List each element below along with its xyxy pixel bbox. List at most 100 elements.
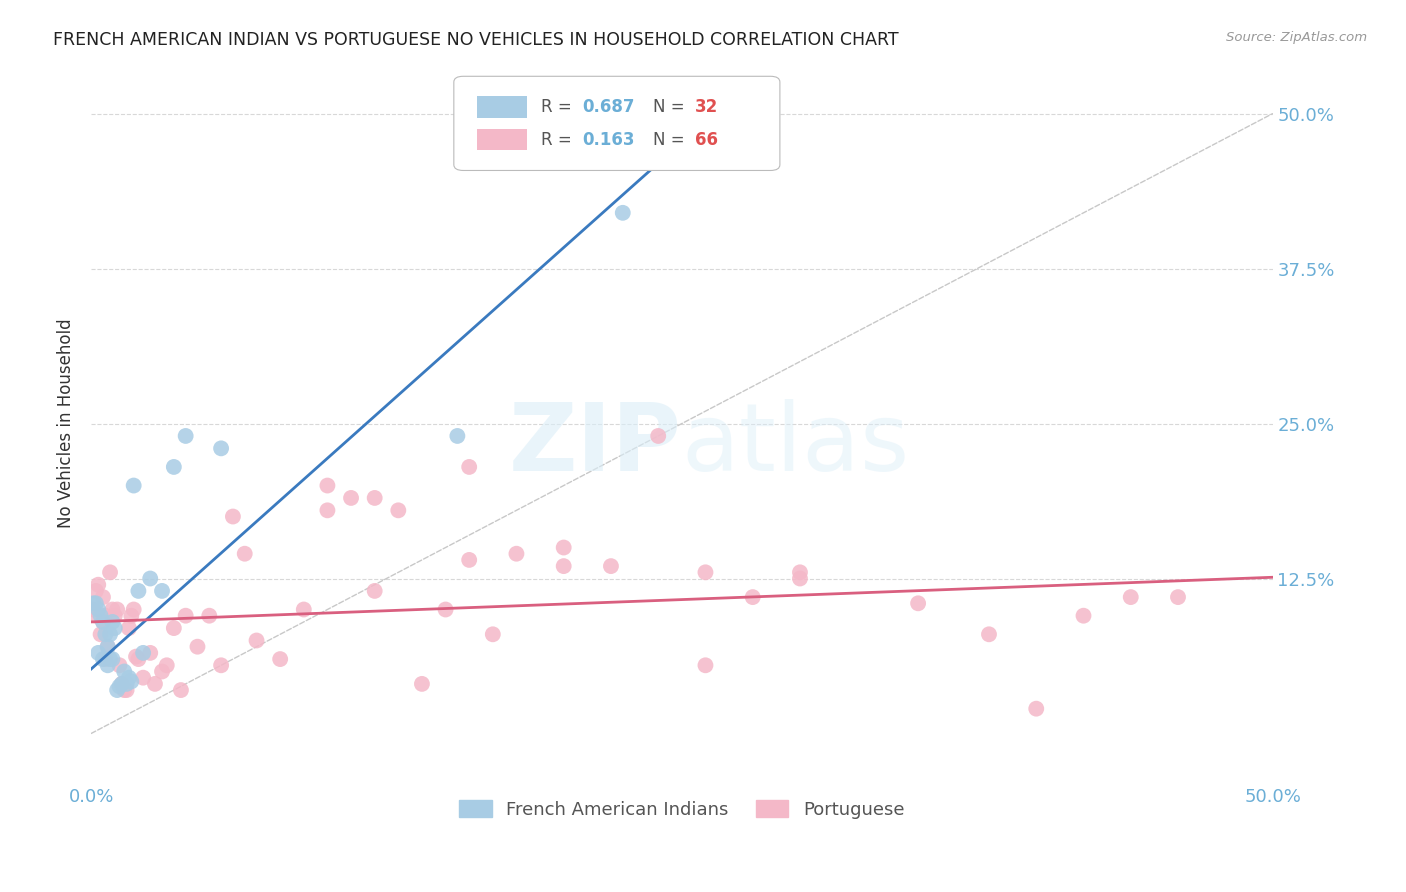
Point (233, 547, 256, 561)
Point (695, 658, 717, 673)
Point (316, 478, 339, 492)
Point (127, 583, 149, 598)
Point (97, 658, 120, 673)
Point (125, 649, 148, 664)
Point (94, 652, 117, 666)
Point (115, 683, 138, 698)
Point (105, 602, 128, 616)
Point (1119, 590, 1142, 604)
Point (292, 602, 315, 616)
Point (105, 683, 128, 698)
Point (458, 553, 481, 567)
Point (163, 459, 186, 474)
Text: 0.687: 0.687 (582, 98, 636, 116)
Point (111, 677, 134, 691)
Point (104, 621, 127, 635)
Point (115, 677, 138, 691)
Point (87, 646, 110, 660)
Point (446, 429, 468, 443)
Text: R =: R = (541, 98, 578, 116)
Point (87, 602, 110, 616)
FancyBboxPatch shape (454, 77, 780, 170)
Point (387, 503, 409, 517)
Point (98, 652, 121, 666)
Point (87, 578, 110, 592)
Point (600, 559, 623, 574)
Point (97, 640, 120, 654)
Point (150, 665, 173, 679)
Point (83, 596, 105, 610)
Point (434, 602, 457, 616)
Point (94, 627, 117, 641)
Point (101, 615, 124, 629)
Text: Source: ZipAtlas.com: Source: ZipAtlas.com (1226, 31, 1367, 45)
Point (83, 602, 105, 616)
Point (111, 677, 134, 691)
Text: 66: 66 (695, 130, 718, 149)
Point (101, 602, 124, 616)
FancyBboxPatch shape (478, 96, 527, 118)
Text: FRENCH AMERICAN INDIAN VS PORTUGUESE NO VEHICLES IN HOUSEHOLD CORRELATION CHART: FRENCH AMERICAN INDIAN VS PORTUGUESE NO … (53, 31, 898, 49)
Point (186, 640, 208, 654)
Point (120, 608, 142, 623)
Point (222, 509, 245, 524)
Point (482, 627, 505, 641)
Point (789, 572, 811, 586)
Point (174, 429, 197, 443)
Point (112, 683, 135, 698)
Text: N =: N = (654, 98, 690, 116)
Text: 32: 32 (695, 98, 718, 116)
Text: atlas: atlas (682, 399, 910, 491)
Point (90, 608, 112, 623)
Point (1025, 701, 1047, 715)
Point (209, 442, 232, 456)
Point (94, 608, 117, 623)
Y-axis label: No Vehicles in Household: No Vehicles in Household (58, 318, 75, 528)
Point (163, 621, 186, 635)
Point (98, 627, 121, 641)
Point (647, 429, 669, 443)
Point (316, 503, 339, 517)
Point (907, 596, 929, 610)
Point (553, 541, 575, 555)
Point (84, 608, 107, 623)
Point (132, 671, 155, 685)
Point (695, 566, 717, 580)
Point (977, 627, 1000, 641)
Legend: French American Indians, Portuguese: French American Indians, Portuguese (453, 793, 911, 826)
Point (132, 646, 155, 660)
Point (101, 652, 124, 666)
Text: ZIP: ZIP (509, 399, 682, 491)
Point (118, 671, 141, 685)
Point (91, 615, 114, 629)
Point (139, 646, 162, 660)
Point (363, 583, 385, 598)
Point (108, 658, 131, 673)
Point (1073, 608, 1095, 623)
Point (789, 566, 811, 580)
Point (91, 615, 114, 629)
Point (209, 658, 232, 673)
Point (90, 627, 112, 641)
Point (170, 683, 193, 698)
Point (269, 652, 291, 666)
Point (98, 566, 121, 580)
Point (458, 459, 481, 474)
Point (612, 206, 634, 220)
Point (84, 583, 107, 598)
Text: N =: N = (654, 130, 690, 149)
Point (112, 665, 135, 679)
Point (84, 596, 107, 610)
Point (122, 478, 145, 492)
Point (411, 677, 433, 691)
Point (198, 608, 221, 623)
Point (118, 621, 141, 635)
Point (340, 491, 363, 505)
Point (104, 608, 127, 623)
Point (143, 677, 166, 691)
Point (363, 491, 385, 505)
Point (174, 608, 197, 623)
Text: 0.163: 0.163 (582, 130, 636, 149)
Point (156, 658, 179, 673)
Point (120, 674, 142, 689)
